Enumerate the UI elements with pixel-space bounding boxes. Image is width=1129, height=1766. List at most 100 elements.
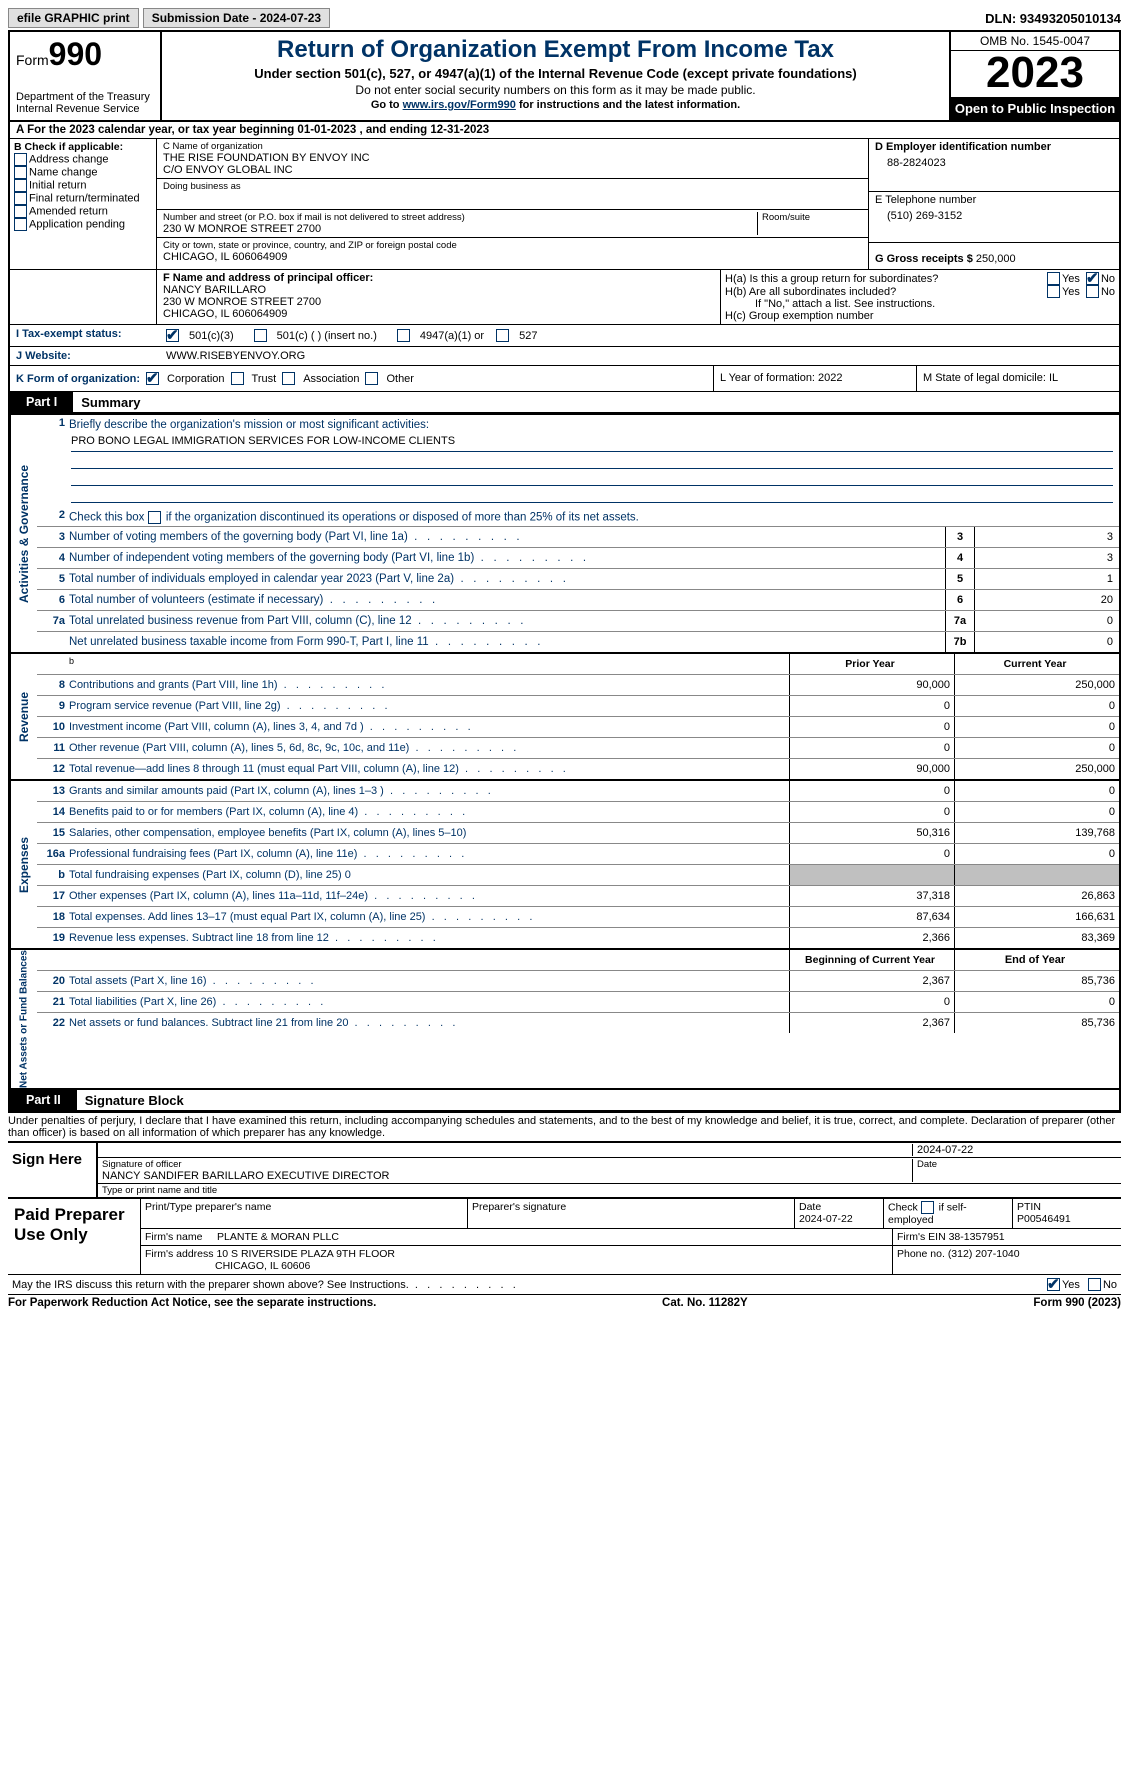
row-i: I Tax-exempt status: 501(c)(3) 501(c) ( …: [10, 324, 1119, 346]
summary-line: 21 Total liabilities (Part X, line 26) 0…: [37, 991, 1119, 1012]
goto-pre: Go to: [371, 99, 403, 111]
chk-discontinued[interactable]: [148, 511, 161, 524]
org-name-2: C/O ENVOY GLOBAL INC: [163, 164, 862, 176]
perjury-statement: Under penalties of perjury, I declare th…: [8, 1113, 1121, 1141]
hb-yes[interactable]: [1047, 285, 1060, 298]
form-title: Return of Organization Exempt From Incom…: [170, 36, 941, 64]
ein-label: D Employer identification number: [875, 141, 1113, 153]
expenses-section: Expenses 13 Grants and similar amounts p…: [10, 779, 1119, 948]
summary-line: 5 Total number of individuals employed i…: [37, 568, 1119, 589]
self-employed-cell: Check if self-employed: [884, 1199, 1013, 1228]
city-value: CHICAGO, IL 606064909: [163, 251, 862, 263]
preparer-title: Paid Preparer Use Only: [8, 1199, 141, 1274]
mission-blank-3: [71, 486, 1113, 503]
part-i-tab: Part I: [10, 392, 73, 412]
summary-line: 9 Program service revenue (Part VIII, li…: [37, 695, 1119, 716]
ha-label: H(a) Is this a group return for subordin…: [725, 273, 1047, 285]
chk-application-pending[interactable]: Application pending: [14, 218, 152, 231]
type-name-label: Type or print name and title: [98, 1184, 1121, 1197]
chk-501c[interactable]: [254, 329, 267, 342]
chk-501c3[interactable]: [166, 329, 179, 342]
chk-amended[interactable]: Amended return: [14, 205, 152, 218]
summary-line: 20 Total assets (Part X, line 16) 2,367 …: [37, 970, 1119, 991]
phone-value: (510) 269-3152: [875, 206, 1113, 222]
form-org-label: K Form of organization:: [16, 373, 140, 385]
box-f: F Name and address of principal officer:…: [156, 270, 720, 324]
chk-4947[interactable]: [397, 329, 410, 342]
street-address: 230 W MONROE STREET 2700: [163, 223, 757, 235]
chk-association[interactable]: [282, 372, 295, 385]
part-i-header: Part I Summary: [10, 392, 1119, 413]
firm-name-label: Firm's name: [145, 1231, 202, 1243]
firm-name: PLANTE & MORAN PLLC: [217, 1231, 339, 1243]
website-label: J Website:: [10, 347, 160, 365]
submission-date: Submission Date - 2024-07-23: [143, 8, 330, 28]
preparer-block: Paid Preparer Use Only Print/Type prepar…: [8, 1197, 1121, 1274]
governance-section: Activities & Governance 1 Briefly descri…: [10, 413, 1119, 652]
begin-year-header: Beginning of Current Year: [789, 950, 954, 970]
chk-trust[interactable]: [231, 372, 244, 385]
chk-final-return[interactable]: Final return/terminated: [14, 192, 152, 205]
discuss-no[interactable]: [1088, 1278, 1101, 1291]
firm-ein: 38-1357951: [949, 1231, 1005, 1243]
officer-addr1: 230 W MONROE STREET 2700: [163, 296, 714, 308]
ptin-label: PTIN: [1017, 1201, 1117, 1213]
hb-no[interactable]: [1086, 285, 1099, 298]
year-formation: L Year of formation: 2022: [713, 366, 916, 391]
revenue-section: Revenue b Prior Year Current Year 8 Cont…: [10, 652, 1119, 779]
form-prefix: Form: [16, 52, 49, 68]
irs-link[interactable]: www.irs.gov/Form990: [403, 99, 516, 111]
officer-name: NANCY BARILLARO: [163, 284, 714, 296]
sign-date-label: Date: [917, 1159, 1117, 1170]
summary-line: 22 Net assets or fund balances. Subtract…: [37, 1012, 1119, 1033]
chk-other[interactable]: [365, 372, 378, 385]
footer-form: Form 990 (2023): [1033, 1297, 1121, 1309]
ha-no[interactable]: [1086, 272, 1099, 285]
row-j: J Website: WWW.RISEBYENVOY.ORG: [10, 346, 1119, 365]
firm-addr2: CHICAGO, IL 60606: [145, 1260, 888, 1272]
dln: DLN: 93493205010134: [985, 11, 1121, 26]
part-ii-tab: Part II: [10, 1090, 77, 1110]
box-b: B Check if applicable: Address change Na…: [10, 139, 157, 269]
hc-label: H(c) Group exemption number: [725, 310, 1115, 322]
discuss-yes[interactable]: [1047, 1278, 1060, 1291]
prep-name-label: Print/Type preparer's name: [145, 1201, 463, 1213]
sign-here-label: Sign Here: [8, 1143, 98, 1197]
part-i-title: Summary: [73, 395, 140, 410]
chk-address-change[interactable]: Address change: [14, 153, 152, 166]
summary-line: 6 Total number of volunteers (estimate i…: [37, 589, 1119, 610]
chk-527[interactable]: [496, 329, 509, 342]
firm-addr1: 10 S RIVERSIDE PLAZA 9TH FLOOR: [216, 1248, 395, 1260]
form-number: Form990: [16, 36, 154, 73]
mission-blank-2: [71, 469, 1113, 486]
city-label: City or town, state or province, country…: [163, 240, 862, 251]
prep-sig-label: Preparer's signature: [472, 1201, 790, 1213]
box-d-e-g: D Employer identification number 88-2824…: [868, 139, 1119, 269]
paperwork-notice: For Paperwork Reduction Act Notice, see …: [8, 1297, 376, 1309]
row-k: K Form of organization: Corporation Trus…: [10, 365, 1119, 392]
form-container: Form990 Department of the Treasury Inter…: [8, 30, 1121, 1113]
chk-initial-return[interactable]: Initial return: [14, 179, 152, 192]
form-990: 990: [49, 36, 102, 72]
tax-year: 2023: [951, 51, 1119, 97]
period-row: A For the 2023 calendar year, or tax yea…: [10, 122, 1119, 139]
summary-line: Net unrelated business taxable income fr…: [37, 631, 1119, 652]
summary-line: 12 Total revenue—add lines 8 through 11 …: [37, 758, 1119, 779]
chk-corporation[interactable]: [146, 372, 159, 385]
hb-label: H(b) Are all subordinates included?: [725, 286, 1047, 298]
current-year-header: Current Year: [954, 654, 1119, 674]
chk-name-change[interactable]: Name change: [14, 166, 152, 179]
summary-line: 4 Number of independent voting members o…: [37, 547, 1119, 568]
officer-group-block: F Name and address of principal officer:…: [10, 269, 1119, 324]
summary-line: 19 Revenue less expenses. Subtract line …: [37, 927, 1119, 948]
ein-value: 88-2824023: [875, 153, 1113, 169]
chk-self-employed[interactable]: [921, 1201, 934, 1214]
officer-addr2: CHICAGO, IL 606064909: [163, 308, 714, 320]
prep-date: 2024-07-22: [799, 1213, 879, 1225]
summary-line: 3 Number of voting members of the govern…: [37, 526, 1119, 547]
summary-line: 18 Total expenses. Add lines 13–17 (must…: [37, 906, 1119, 927]
mission-blank-1: [71, 452, 1113, 469]
summary-line: 7a Total unrelated business revenue from…: [37, 610, 1119, 631]
box-b-header: B Check if applicable:: [14, 141, 152, 153]
ha-yes[interactable]: [1047, 272, 1060, 285]
